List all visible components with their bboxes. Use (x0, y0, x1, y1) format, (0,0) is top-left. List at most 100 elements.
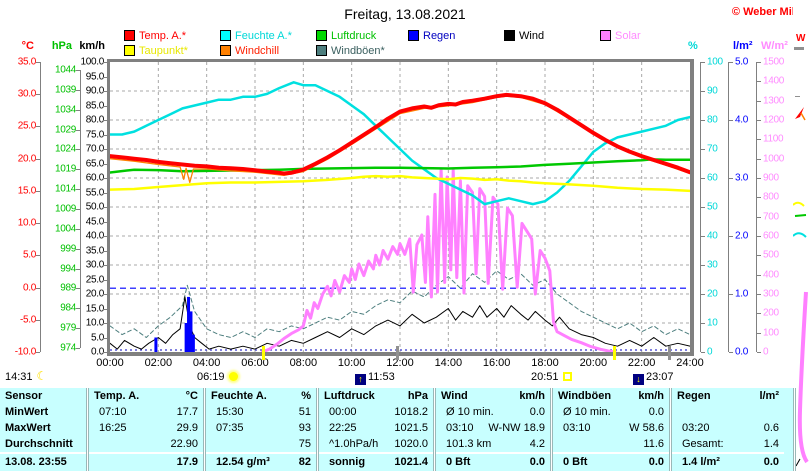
axis-tick-mark (729, 236, 733, 237)
table-cell-value: 0.0 (529, 455, 545, 468)
legend-label: Feuchte A.* (235, 30, 292, 42)
table-cell-value: 1.4 (763, 438, 779, 450)
axis-tick-label-kmh: 90.0 (85, 85, 105, 97)
axis-tick-label-temp: 35.0 (17, 56, 37, 68)
axis-tick-label-kmh: 45.0 (85, 216, 105, 227)
table-cell-label: 101.3 km (446, 438, 492, 450)
table-row: 101.3 km 4.2 (436, 436, 550, 452)
table-column-wind: Wind km/h Ø 10 min. 0.0 03:10 W-NW 18.9 101.3 … (436, 388, 550, 471)
axis-tick-label-hpa: 984 (60, 302, 76, 314)
x-axis-label: 18:00 (531, 357, 559, 369)
axis-tick-mark (76, 169, 80, 170)
table-cell-value: 1020.0 (394, 438, 428, 450)
axis-tick-mark (36, 94, 40, 95)
table-row-label: MinWert (0, 404, 86, 420)
axis-tick-label-hpa: 1024 (54, 143, 76, 155)
table-column-separator (86, 388, 89, 471)
legend-label: Temp. A.* (139, 30, 187, 42)
axis-tick-label-wpm2: 1400 (763, 75, 785, 87)
axis-tick-mark (103, 338, 107, 339)
axis-tick-label-wpm2: 300 (763, 288, 779, 300)
regen-series-bar (154, 337, 158, 352)
axis-ruler-hpa (80, 70, 81, 348)
axis-tick-label-hpa: 1004 (54, 223, 76, 235)
sunmoon-marker-moonrise: ↑ 11:53 (355, 371, 395, 385)
axis-tick-mark (757, 333, 761, 334)
axis-tick-label-temp: 5.0 (22, 249, 36, 261)
axis-tick-label-kmh: 5.0 (90, 332, 104, 343)
axis-tick-label-temp: -10.0 (14, 346, 37, 358)
table-column-unit: km/h (519, 390, 545, 402)
axis-unit-pct: % (688, 40, 698, 52)
axis-tick-mark (729, 294, 733, 295)
axis-tick-mark (103, 323, 107, 324)
table-cell-label: 03:20 (682, 422, 710, 434)
table-row-label-text: MinWert (5, 406, 49, 418)
axis-tick-label-kmh: 55.0 (85, 187, 105, 198)
table-row-label-text: Durchschnitt (5, 438, 73, 450)
table-header-row: Temp. A. °C (89, 388, 203, 404)
table-column-header: Feuchte A. (211, 390, 267, 402)
legend-color-swatch (124, 45, 135, 56)
x-axis-label: 24:00 (676, 357, 704, 369)
table-column-temp: Temp. A. °C 07:10 17.7 16:25 29.9 22.90 17.9 (89, 388, 203, 471)
table-cell-value: 29.9 (176, 422, 198, 434)
axis-tick-mark (36, 320, 40, 321)
axis-tick-mark (36, 159, 40, 160)
table-header-row: Feuchte A.% (206, 388, 316, 404)
axis-tick-mark (76, 249, 80, 250)
axis-tick-label-kmh: 70.0 (85, 143, 105, 155)
axis-tick-label-pct: 50 (707, 201, 718, 213)
legend-color-swatch (220, 30, 231, 41)
table-column-separator (669, 388, 672, 471)
axis-tick-mark (103, 178, 107, 179)
axis-tick-mark (76, 229, 80, 230)
axis-tick-mark (36, 223, 40, 224)
axis-tick-label-pct: 100 (707, 56, 723, 68)
table-row: 22.90 (89, 436, 203, 452)
axis-tick-mark (757, 275, 761, 276)
table-cell-label: Gesamt: (682, 438, 724, 450)
table-cell-label: 15:30 (216, 406, 244, 418)
axis-tick-label-kmh: 100.0 (80, 56, 104, 68)
axis-tick-mark (76, 90, 80, 91)
axis-tick-label-pct: 70 (707, 143, 718, 155)
x-axis-label: 06:00 (241, 357, 269, 369)
axis-tick-label-kmh: 80.0 (85, 114, 105, 126)
sunmoon-marker-moonset: ↓ 23:07 (633, 371, 674, 385)
table-column-unit: hPa (407, 390, 428, 402)
legend-color-swatch (124, 30, 135, 41)
x-axis-label: 04:00 (192, 357, 221, 369)
table-row-label-text: 13.08. 23:55 (5, 455, 67, 468)
table-row: 22:25 1021.5 (319, 420, 433, 436)
axis-tick-label-temp: 10.0 (17, 217, 37, 229)
axis-tick-mark (757, 236, 761, 237)
right-edge-strip: W (792, 0, 810, 471)
axis-unit-temp: °C (21, 40, 34, 52)
table-cell-value: 0.0 (648, 455, 664, 468)
moonset-icon: ↓ (633, 374, 644, 385)
axis-tick-mark (103, 77, 107, 78)
table-row-label-text: MaxWert (5, 422, 51, 434)
table-row: Ø 10 min. 0.0 (436, 404, 550, 420)
legend-label: Luftdruck (331, 30, 377, 42)
axis-unit-lpm2: l/m² (733, 40, 753, 52)
table-cell-value: 22.90 (170, 438, 198, 450)
sunmoon-time-label: 14:31 (5, 371, 33, 383)
x-axis-label: 12:00 (386, 357, 414, 369)
axis-tick-label-hpa: 974 (60, 342, 76, 354)
axis-tick-label-pct: 20 (707, 288, 718, 300)
copyright-label: © Weber Mike (731, 6, 804, 18)
legend-color-swatch (316, 30, 327, 41)
taupunkt-series-line (110, 174, 690, 193)
table-header-row: Windböen km/h (553, 388, 669, 404)
axis-tick-label-hpa: 1014 (54, 183, 76, 195)
legend-label: Windchill (235, 45, 280, 57)
table-header-row: Wind km/h (436, 388, 550, 404)
axis-tick-label-kmh: 65.0 (85, 158, 105, 169)
axis-tick-label-wpm2: 1500 (763, 56, 785, 68)
table-column-header: Windböen (558, 390, 612, 402)
axis-tick-mark (757, 197, 761, 198)
axis-unit-kmh: km/h (79, 40, 105, 52)
table-column-separator (433, 388, 436, 471)
